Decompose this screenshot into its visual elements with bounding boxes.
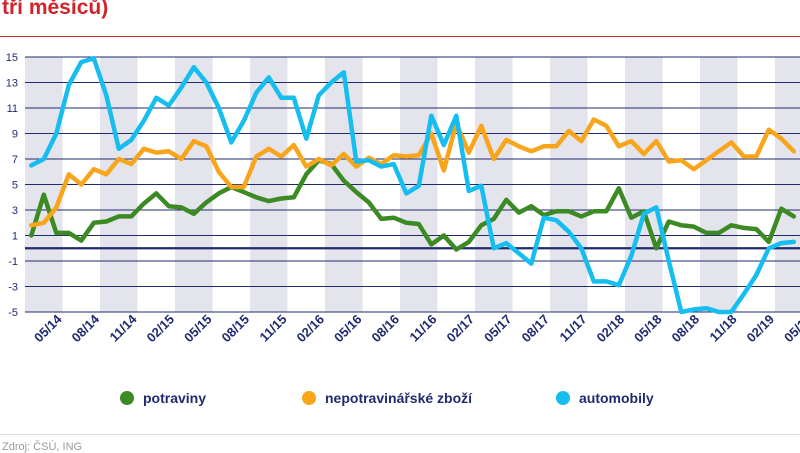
x-tick-label: 11/14 bbox=[107, 311, 141, 345]
y-tick-label: 13 bbox=[6, 78, 18, 90]
x-tick-label: 08/18 bbox=[669, 312, 703, 346]
y-tick-label: 3 bbox=[12, 205, 18, 217]
legend-label: nepotravinářské zboží bbox=[325, 390, 473, 406]
potraviny-line bbox=[29, 158, 797, 252]
source-note: Zdroj: ČSÚ, ING bbox=[2, 441, 83, 453]
series-lines bbox=[29, 56, 797, 315]
x-tick-label: 08/15 bbox=[219, 312, 253, 346]
legend-marker bbox=[120, 391, 134, 405]
x-tick-label: 08/14 bbox=[69, 311, 103, 345]
nepotravinarske-line bbox=[29, 117, 797, 228]
title-rule bbox=[0, 36, 800, 37]
x-tick-label: 11/15 bbox=[257, 312, 290, 345]
grid-lines bbox=[25, 56, 800, 313]
footer-rule bbox=[0, 434, 800, 435]
legend-marker bbox=[302, 391, 316, 405]
legend: potraviny nepotravinářské zboží automobily bbox=[120, 390, 654, 406]
x-tick-label: 05/19 bbox=[781, 312, 800, 346]
y-tick-label: 1 bbox=[12, 231, 18, 243]
x-tick-label: 11/17 bbox=[557, 312, 590, 345]
x-tick-label: 11/18 bbox=[707, 312, 740, 345]
legend-marker bbox=[556, 391, 570, 405]
x-tick-label: 02/18 bbox=[594, 312, 628, 346]
y-tick-label: 7 bbox=[12, 154, 18, 166]
x-tick-label: 02/19 bbox=[744, 312, 778, 346]
legend-label: potraviny bbox=[143, 390, 206, 406]
y-tick-label: -1 bbox=[8, 256, 18, 268]
x-tick-label: 05/18 bbox=[631, 312, 665, 346]
x-tick-label: 05/17 bbox=[481, 312, 515, 346]
y-tick-label: -5 bbox=[8, 307, 18, 319]
y-tick-label: 11 bbox=[7, 103, 18, 115]
y-tick-label: 5 bbox=[12, 180, 18, 192]
x-tick-label: 02/16 bbox=[294, 312, 328, 346]
x-tick-label: 02/15 bbox=[144, 312, 178, 346]
x-tick-label: 11/16 bbox=[407, 312, 440, 345]
x-tick-label: 08/16 bbox=[369, 312, 403, 346]
chart-title: tří měsíců) bbox=[2, 0, 109, 19]
x-tick-label: 02/17 bbox=[444, 312, 478, 346]
automobily-line bbox=[29, 56, 797, 315]
y-tick-label: 9 bbox=[12, 129, 18, 141]
x-tick-label: 08/17 bbox=[519, 312, 553, 346]
y-tick-label: 15 bbox=[6, 52, 18, 64]
x-tick-label: 05/16 bbox=[331, 312, 365, 346]
x-axis-ticks: 05/14 08/14 11/14 02/15 05/15 08/15 11/15 02/16… bbox=[31, 311, 800, 345]
x-tick-label: 05/14 bbox=[31, 311, 65, 345]
y-tick-label: -3 bbox=[8, 282, 18, 294]
y-axis-ticks: 15 13 11 9 7 5 3 1 -1 -3 -5 bbox=[6, 52, 18, 319]
x-tick-label: 05/15 bbox=[181, 312, 215, 346]
legend-label: automobily bbox=[579, 390, 654, 406]
